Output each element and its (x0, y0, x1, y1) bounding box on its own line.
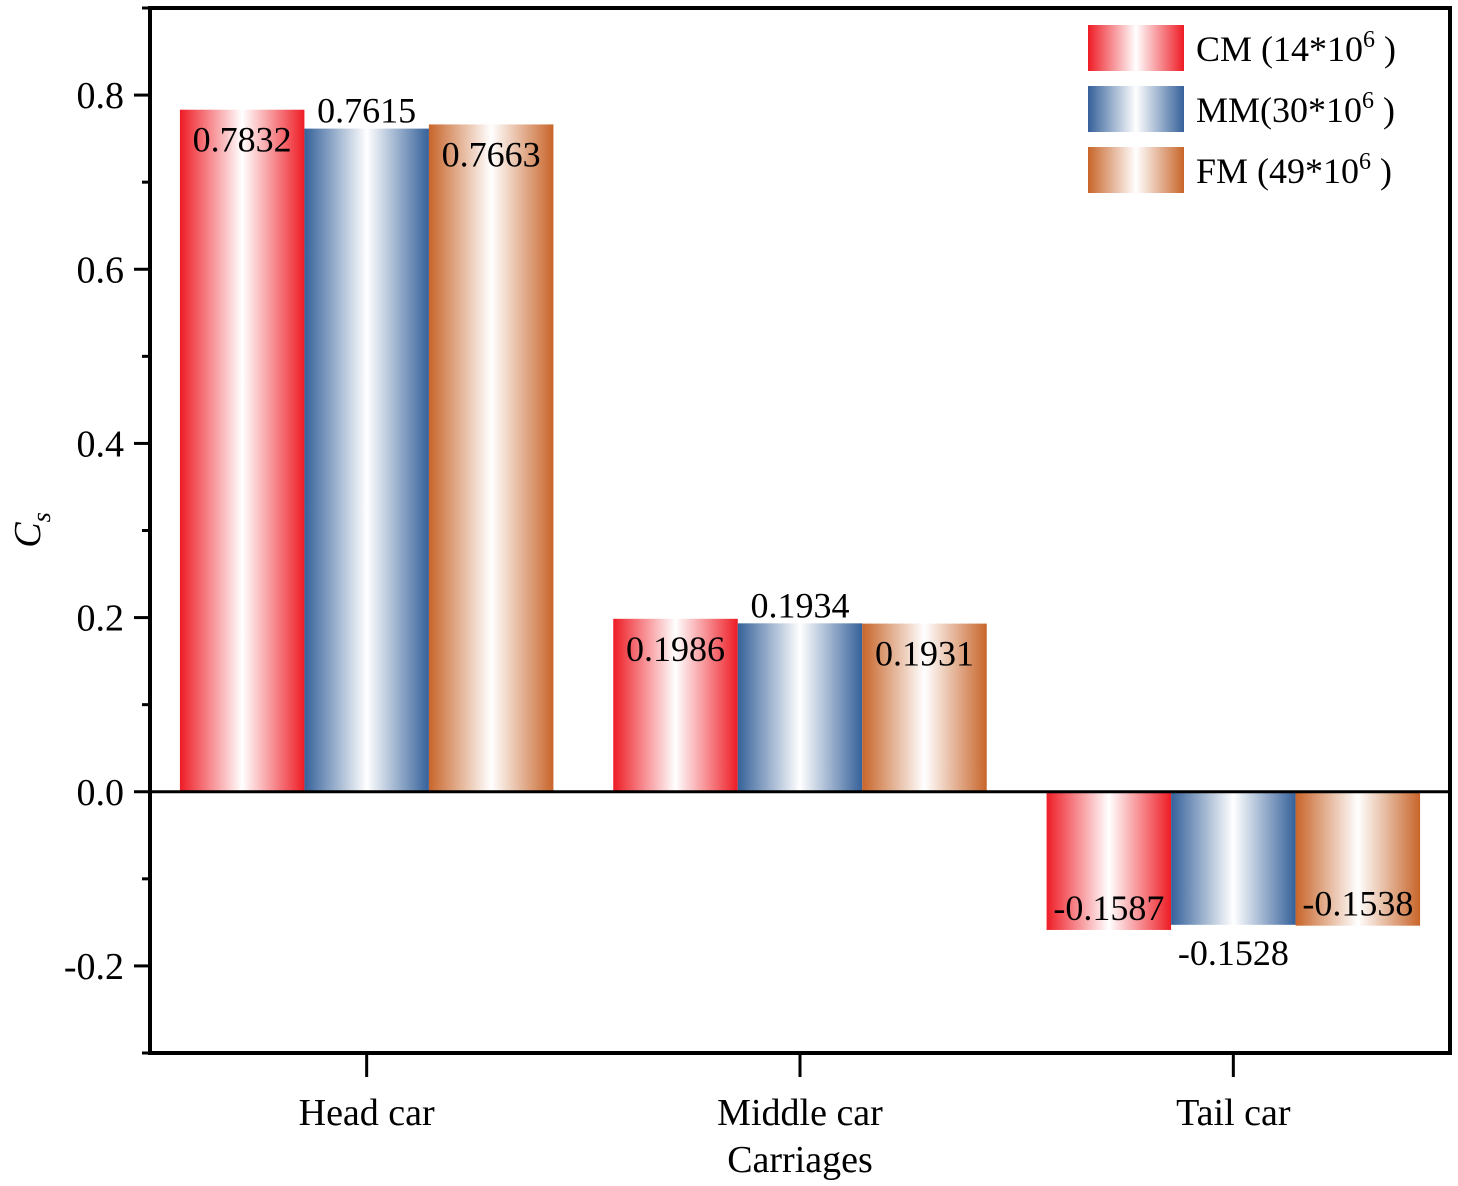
y-tick-label: 0.2 (77, 598, 125, 640)
legend-label: CM (14*106 ) (1196, 27, 1396, 69)
bar-mm-head-car (304, 128, 429, 792)
y-tick-label: -0.2 (64, 946, 124, 988)
legend-swatch (1088, 147, 1184, 193)
data-label: 0.7615 (317, 91, 416, 131)
legend: CM (14*106 ) MM(30*106 ) FM (49*106 ) (1088, 25, 1396, 193)
bar-cm-head-car (179, 109, 305, 792)
x-tick-label: Head car (299, 1092, 435, 1134)
legend-swatch (1088, 86, 1184, 132)
x-tick-label: Middle car (717, 1092, 883, 1134)
y-tick-label: 0.6 (77, 249, 125, 291)
x-tick-label: Tail car (1176, 1092, 1291, 1134)
data-label: -0.1587 (1053, 888, 1164, 928)
data-label: 0.1931 (875, 634, 974, 674)
data-label: 0.7832 (193, 120, 292, 160)
y-tick-label: 0.0 (77, 772, 125, 814)
data-label: -0.1528 (1178, 933, 1289, 973)
axes-layer: Head car Middle car Tail car -0.2 0.0 0.2 0.4 0… (7, 6, 1452, 1181)
y-tick-label: 0.8 (77, 75, 125, 117)
bars-layer (179, 109, 1421, 930)
bar-fm-tail-car (1295, 791, 1421, 926)
y-tick-label: 0.4 (77, 423, 125, 465)
legend-swatch (1088, 25, 1184, 71)
data-label: 0.7663 (442, 134, 541, 174)
data-label: 0.1986 (626, 629, 725, 669)
data-label: 0.1934 (751, 585, 850, 625)
bar-mm-tail-car (1171, 791, 1296, 925)
data-labels-layer: 0.7832 0.7615 0.7663 0.1986 0.1934 0.1931 -0.1… (193, 91, 1414, 973)
x-axis-title: Carriages (727, 1139, 873, 1181)
legend-label: FM (49*106 ) (1196, 149, 1392, 191)
bar-fm-middle-car (862, 623, 987, 792)
bar-mm-middle-car (737, 623, 863, 792)
y-axis-title: Cs (7, 512, 56, 547)
bar-fm-head-car (428, 124, 554, 792)
bar-cm-tail-car (1046, 791, 1172, 930)
legend-label: MM(30*106 ) (1196, 88, 1395, 130)
data-label: -0.1538 (1302, 884, 1413, 924)
bar-cm-middle-car (613, 618, 738, 792)
